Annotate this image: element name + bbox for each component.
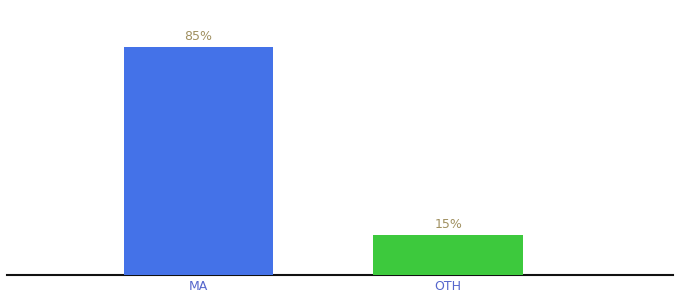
Text: 15%: 15% [435,218,462,231]
Bar [124,47,273,275]
Text: 85%: 85% [184,30,212,43]
Bar [373,235,523,275]
